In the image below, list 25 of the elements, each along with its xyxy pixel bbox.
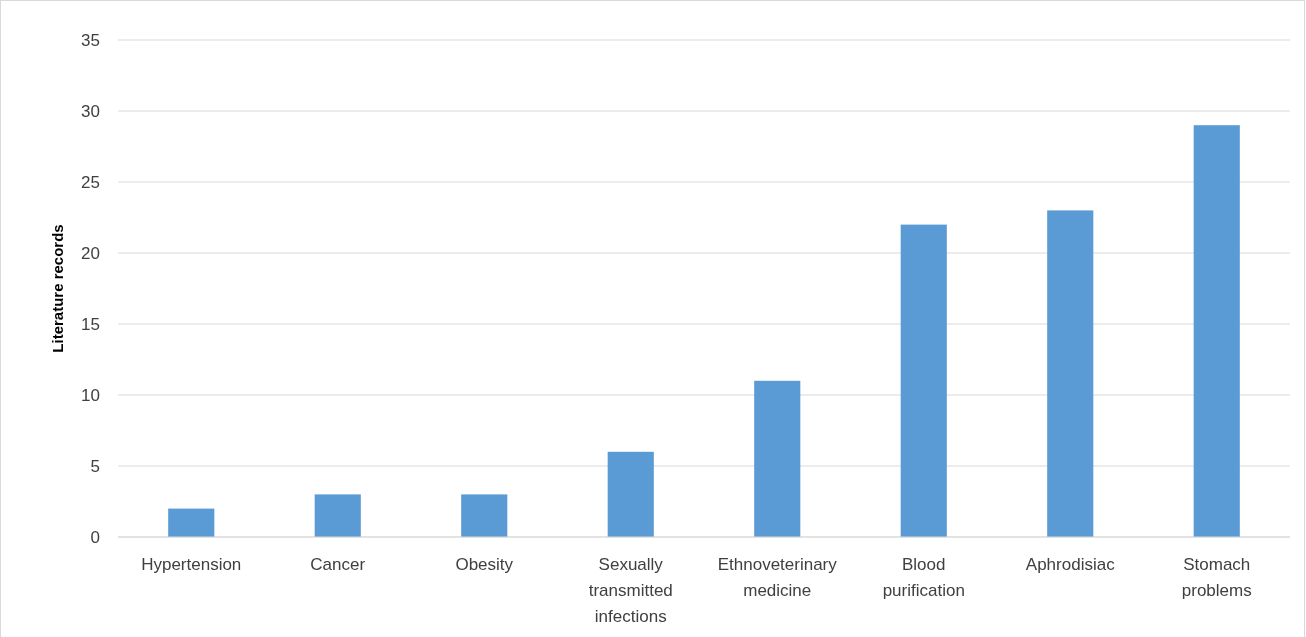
- x-tick-label: Stomach problems: [1181, 555, 1252, 600]
- x-tick-label: Obesity: [455, 555, 514, 574]
- bar: [168, 508, 215, 537]
- y-tick-label: 0: [90, 527, 100, 547]
- bar: [900, 224, 947, 537]
- y-tick-label: 5: [90, 456, 100, 476]
- bar: [1047, 210, 1094, 537]
- y-tick-label: 15: [81, 314, 100, 334]
- bar: [607, 451, 654, 537]
- x-tick-label: Ethnoveterinary medicine: [717, 555, 838, 600]
- y-tick-label: 35: [81, 30, 100, 50]
- y-tick-label: 30: [81, 101, 100, 121]
- bar: [754, 380, 801, 537]
- y-tick-label: 10: [81, 385, 100, 405]
- x-tick-label: Sexually transmitted infections: [588, 555, 673, 626]
- y-tick-label: 25: [81, 172, 100, 192]
- bar: [461, 494, 508, 537]
- bar: [314, 494, 361, 537]
- x-tick-label: Cancer: [310, 555, 366, 574]
- y-tick-label: 20: [81, 243, 100, 263]
- y-axis-title: Literature records: [49, 224, 66, 353]
- bar: [1193, 125, 1240, 537]
- x-tick-label: Hypertension: [141, 555, 242, 574]
- x-tick-label: Aphrodisiac: [1025, 555, 1116, 574]
- x-tick-label: Blood purification: [882, 555, 965, 600]
